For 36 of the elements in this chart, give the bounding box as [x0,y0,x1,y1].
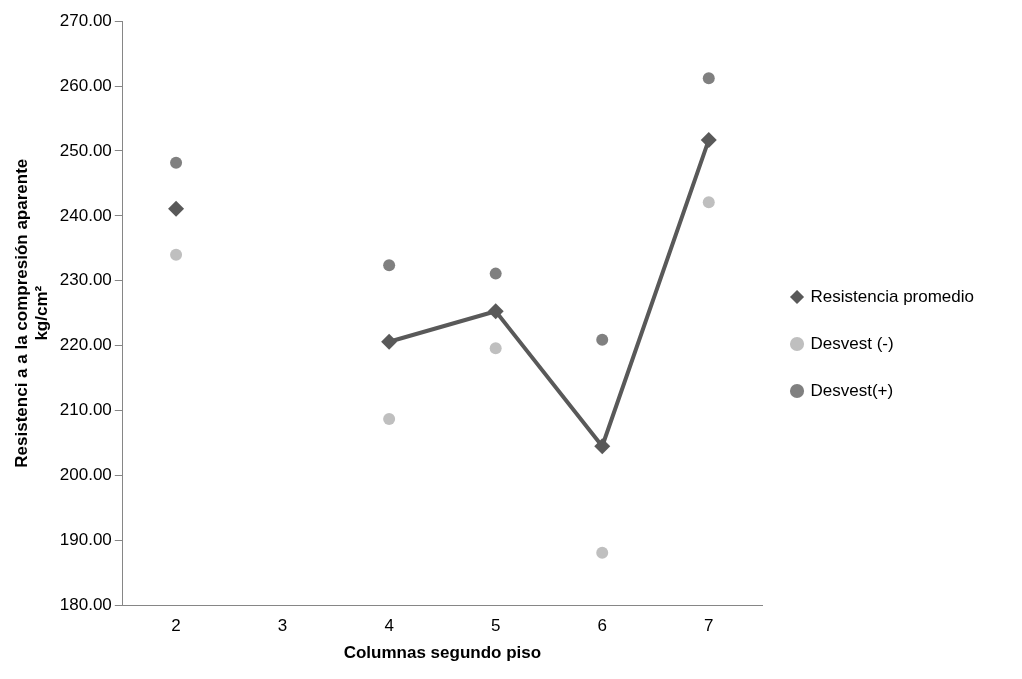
x-tick-label: 5 [490,616,501,636]
point [170,248,183,261]
point [700,131,717,148]
point [381,333,398,350]
y-tick-label: 210.00 [59,400,112,420]
point [489,342,502,355]
x-axis-title: Columnas segundo piso [343,643,542,663]
y-tick-label: 220.00 [59,335,112,355]
point [596,333,609,346]
y-tick-label: 240.00 [59,205,112,225]
point [383,259,396,272]
y-tick-label: 230.00 [59,270,112,290]
point [170,156,183,169]
x-tick-label: 6 [597,616,607,636]
legend-label: Desvest (-) [810,333,894,353]
point [594,438,611,455]
point [596,546,609,559]
point [487,303,504,320]
x-tick-label: 7 [704,616,714,636]
y-axis-title: Resistenci a a la compresión aparente kg/cm² [11,158,52,468]
legend-label: Resistencia promedio [810,286,974,306]
y-tick-label: 180.00 [59,594,112,614]
point [702,72,715,85]
x-tick-label: 4 [384,616,394,636]
point [702,196,715,209]
x-tick-label: 3 [277,616,288,636]
y-tick-label: 270.00 [59,10,112,30]
point [168,200,185,217]
y-tick-label: 260.00 [59,75,112,95]
point [383,412,396,425]
x-tick-label: 2 [171,616,181,636]
y-tick-label: 200.00 [59,465,112,485]
y-tick-label: 250.00 [59,140,112,160]
legend-label: Desvest(+) [810,380,894,400]
y-tick-label: 190.00 [59,530,112,549]
point [489,267,502,280]
